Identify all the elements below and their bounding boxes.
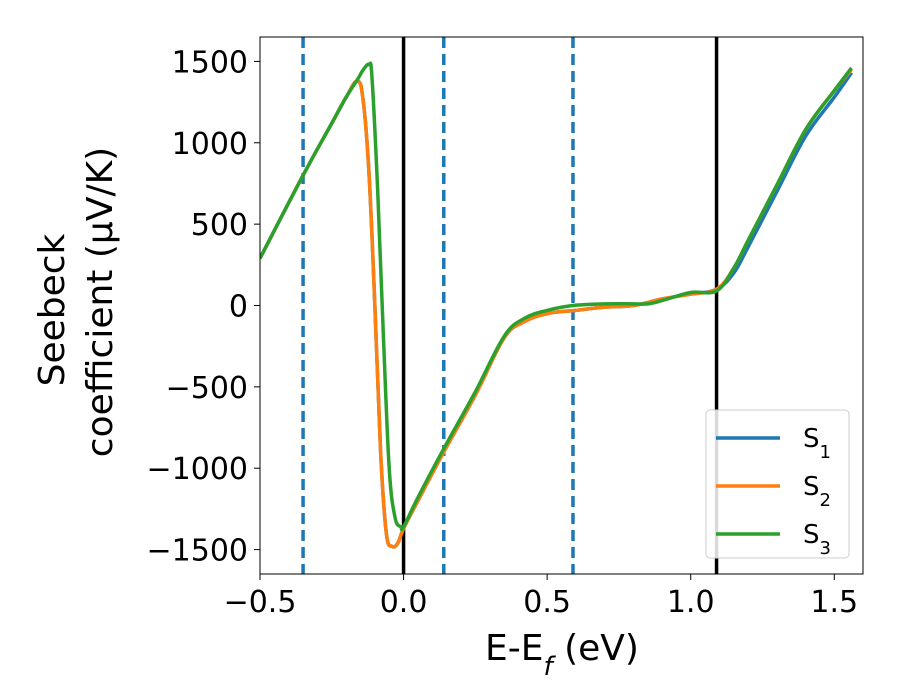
y-tick-label: 1500 bbox=[172, 45, 248, 80]
legend-label-s2: S2 bbox=[803, 472, 831, 511]
x-axis-title: E-Ef (eV) bbox=[485, 628, 639, 682]
series-group bbox=[260, 61, 853, 549]
legend: S1 S2 S3 bbox=[705, 409, 850, 559]
y-tick-label: 1000 bbox=[172, 127, 248, 162]
y-tick-label: −1000 bbox=[147, 452, 248, 487]
legend-box bbox=[705, 409, 850, 559]
y-tick-label: −1500 bbox=[147, 534, 248, 569]
y-tick-label: 0 bbox=[229, 290, 248, 325]
x-tick-label: −0.5 bbox=[224, 585, 297, 620]
x-tick-label: 1.0 bbox=[667, 585, 715, 620]
y-axis-ticks: −1500 −1000 −500 0 500 1000 1500 bbox=[147, 45, 260, 569]
x-axis-ticks: −0.5 0.0 0.5 1.0 1.5 bbox=[224, 574, 858, 620]
y-axis-title-line1: Seebeck bbox=[32, 233, 73, 386]
y-tick-label: 500 bbox=[191, 208, 248, 243]
x-tick-label: 0.5 bbox=[523, 585, 571, 620]
x-tick-label: 0.0 bbox=[380, 585, 428, 620]
y-axis-title-line2: coefficient (μV/K) bbox=[80, 147, 121, 457]
legend-label-s3: S3 bbox=[803, 520, 831, 559]
y-tick-label: −500 bbox=[166, 371, 248, 406]
legend-label-s1: S1 bbox=[803, 424, 831, 463]
series-line-s3 bbox=[260, 61, 853, 532]
x-tick-label: 1.5 bbox=[810, 585, 858, 620]
